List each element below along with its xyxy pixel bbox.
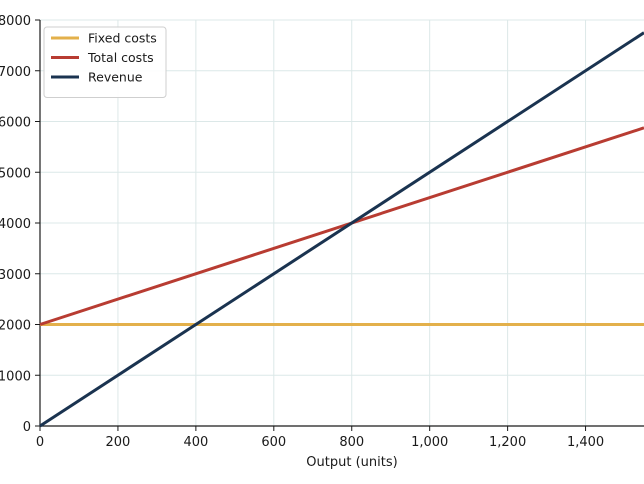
x-tick-label: 1,200 [489, 435, 526, 450]
x-tick-label: 200 [106, 435, 131, 450]
x-tick-label: 0 [36, 435, 44, 450]
y-tick-label: 2000 [0, 319, 31, 334]
x-tick-label: 800 [339, 435, 364, 450]
y-tick-label: 3000 [0, 268, 31, 283]
y-tick-label: 6000 [0, 116, 31, 131]
legend-label-fixed-costs: Fixed costs [88, 31, 157, 46]
legend-label-total-costs: Total costs [87, 50, 154, 65]
axes [35, 19, 644, 431]
series-line-revenue [39, 31, 644, 428]
y-tick-label: 1000 [0, 369, 31, 384]
tick-labels: 0 200 400 600 800 1,000 1,200 1,400 0 1000 2000 300… [0, 14, 604, 450]
y-tick-label: 8000 [0, 14, 31, 29]
legend-box [43, 26, 167, 98]
y-tick-label: 7000 [0, 65, 31, 80]
legend: Fixed costs Total costs Revenue [43, 26, 167, 98]
x-axis-title: Output (units) [306, 455, 397, 470]
series-line-total-costs [39, 126, 644, 326]
y-tick-label: 5000 [0, 166, 31, 181]
series-lines [39, 31, 644, 428]
x-tick-label: 400 [183, 435, 208, 450]
y-tick-label: 4000 [0, 217, 31, 232]
legend-label-revenue: Revenue [88, 70, 143, 85]
x-tick-label: 1,000 [411, 435, 448, 450]
y-tick-label: 0 [23, 420, 31, 435]
x-tick-label: 1,400 [567, 435, 604, 450]
x-tick-label: 600 [261, 435, 286, 450]
